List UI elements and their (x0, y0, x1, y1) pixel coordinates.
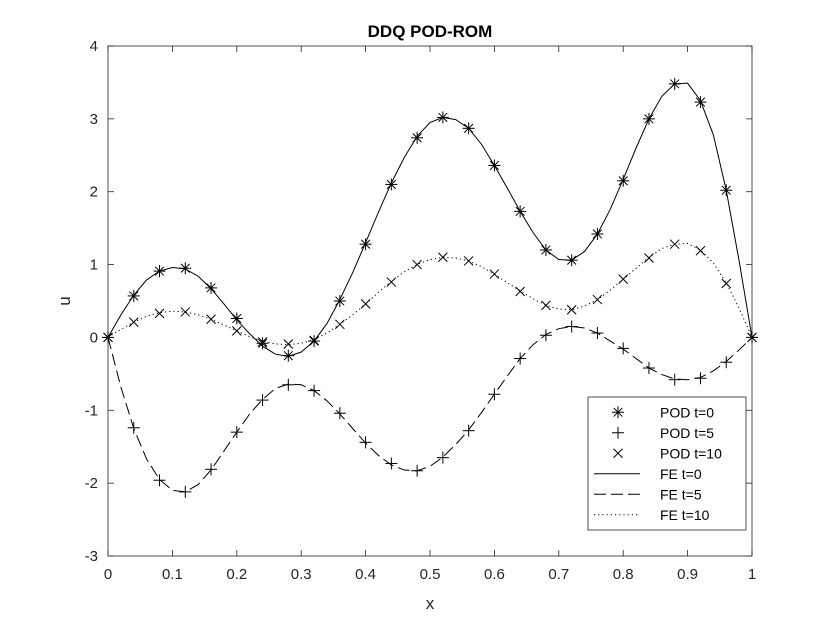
legend-label: POD t=0 (660, 404, 714, 420)
data-point (231, 326, 242, 336)
legend-label: FE t=5 (660, 486, 702, 502)
x-tick-label: 0.6 (484, 566, 505, 583)
data-point (412, 259, 422, 270)
legend-label: FE t=10 (660, 507, 710, 523)
data-point (566, 304, 577, 315)
x-tick-label: 0.5 (420, 566, 441, 583)
series-line (107, 325, 753, 493)
data-point (720, 356, 733, 369)
data-point (385, 178, 398, 191)
data-point (333, 407, 346, 420)
series-layer (102, 77, 758, 498)
x-tick-label: 1 (748, 566, 756, 583)
legend: POD t=0 POD t=5 POD t=10 FE t=0 FE t=5 FE t=1… (587, 396, 747, 531)
data-point (180, 307, 191, 317)
data-point (695, 245, 706, 256)
data-point (154, 308, 165, 319)
data-point (205, 463, 218, 476)
data-point (592, 294, 603, 305)
data-point (721, 278, 732, 289)
chart-title: DDQ POD-ROM (368, 22, 493, 41)
legend-label: POD t=10 (660, 445, 722, 461)
data-point (205, 281, 218, 294)
data-point (436, 451, 449, 464)
x-tick-label: 0.3 (291, 566, 312, 583)
legend-item: FE t=10 (594, 507, 710, 523)
data-point (617, 174, 630, 187)
data-point (694, 96, 707, 109)
legend-item: POD t=10 (613, 445, 722, 461)
legend-label: POD t=5 (660, 425, 714, 441)
y-tick-label: 4 (90, 38, 98, 55)
legend-item: FE t=0 (594, 466, 702, 482)
y-tick-label: 0 (90, 329, 98, 346)
x-tick-label: 0.4 (355, 566, 376, 583)
data-point (539, 329, 552, 342)
y-tick-label: -1 (85, 402, 98, 419)
series-line (107, 82, 753, 357)
y-tick-label: 2 (90, 184, 98, 201)
x-tick-label: 0.7 (548, 566, 569, 583)
legend-item: FE t=5 (594, 486, 702, 502)
x-tick-label: 0.8 (613, 566, 634, 583)
data-point (282, 378, 295, 391)
legend-swatch (613, 448, 623, 459)
data-point (256, 394, 269, 407)
data-point (153, 474, 166, 487)
x-tick-label: 0.9 (677, 566, 698, 583)
data-point (438, 252, 448, 263)
legend-label: FE t=0 (660, 466, 702, 482)
y-tick-label: -3 (85, 548, 98, 565)
x-tick-label: 0.2 (226, 566, 247, 583)
tick-layer: 0 0.1 0.2 0.3 0.4 0.5 0.6 0.7 0.8 0.9 1 -3 -2 -1 0 1 2 3 4 (85, 38, 757, 583)
data-point (617, 342, 630, 355)
series-fe-t-5 (107, 325, 753, 493)
x-axis-label: x (426, 594, 435, 613)
data-point (256, 337, 269, 350)
legend-swatch (612, 426, 624, 439)
legend-box (587, 396, 747, 531)
series-fe-t-0 (107, 82, 753, 357)
y-tick-label: 3 (90, 111, 98, 128)
x-tick-label: 0.1 (162, 566, 183, 583)
data-point (333, 295, 346, 307)
data-point (385, 457, 398, 470)
data-point (359, 238, 372, 251)
x-tick-label: 0 (104, 566, 112, 583)
data-point (283, 339, 294, 349)
legend-item: POD t=5 (612, 425, 714, 441)
data-point (257, 336, 268, 347)
data-point (515, 286, 526, 297)
y-axis-label: u (55, 296, 74, 305)
legend-item: POD t=0 (612, 404, 714, 420)
y-tick-label: -2 (85, 475, 98, 492)
legend-swatch (612, 406, 624, 419)
y-tick-label: 1 (90, 257, 98, 274)
data-point (541, 300, 551, 311)
data-point (411, 131, 424, 144)
